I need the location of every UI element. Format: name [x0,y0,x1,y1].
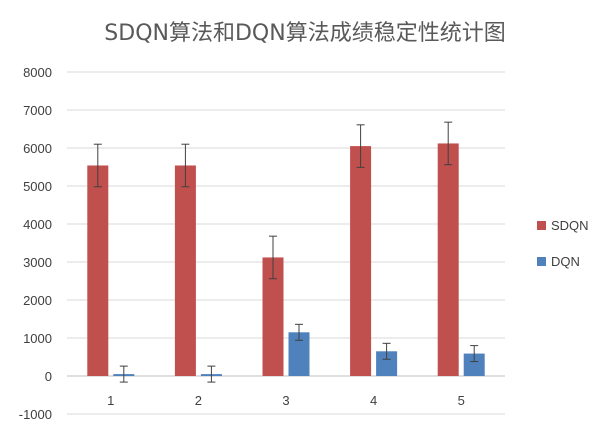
bar-sdqn-1 [87,165,109,376]
x-tick-label: 1 [107,393,114,408]
error-bar-dqn-4 [382,342,391,360]
error-bar-sdqn-3 [269,235,277,280]
bar-dqn-4 [376,351,398,376]
y-tick-label: 1000 [23,331,52,346]
y-tick-label: 3000 [23,255,52,270]
y-tick-label: 0 [45,369,52,384]
gridlines [67,71,505,415]
x-tick-label: 5 [458,393,465,408]
error-bar-dqn-3 [295,323,303,341]
error-bar-sdqn-1 [93,143,102,188]
error-bar-dqn-1 [119,365,128,383]
y-tick-label: -1000 [19,407,52,422]
legend-label: DQN [551,254,580,269]
bar-sdqn-5 [437,143,459,376]
error-bar-dqn-2 [207,365,216,383]
legend: SDQN DQN [537,218,589,269]
legend-item-sdqn: SDQN [537,218,589,233]
bars [87,143,485,376]
y-axis-tick-labels: -1000 0 1000 2000 3000 4000 5000 6000 7000 8000 [19,65,52,422]
error-bars [93,121,479,383]
error-bar-dqn-5 [470,345,479,363]
bar-sdqn-3 [262,257,284,376]
y-tick-label: 7000 [23,103,52,118]
chart-title: SDQN算法和DQN算法成绩稳定性统计图 [104,21,505,46]
y-tick-label: 5000 [23,179,52,194]
bar-sdqn-2 [174,165,196,376]
legend-item-dqn: DQN [537,254,580,269]
legend-swatch [537,257,546,266]
x-tick-label: 3 [282,393,289,408]
y-tick-label: 8000 [23,65,52,80]
x-tick-label: 2 [195,393,202,408]
x-axis-tick-labels: 1 2 3 4 5 [107,393,465,408]
x-tick-label: 4 [370,393,377,408]
bar-dqn-5 [463,353,485,376]
y-tick-label: 2000 [23,293,52,308]
bar-dqn-3 [288,332,310,376]
error-bar-sdqn-2 [181,143,190,188]
bar-sdqn-4 [350,146,372,376]
y-tick-label: 6000 [23,141,52,156]
legend-swatch [537,221,546,230]
legend-label: SDQN [551,218,589,233]
error-bar-sdqn-5 [444,121,453,166]
error-bar-sdqn-4 [356,124,365,168]
y-tick-label: 4000 [23,217,52,232]
